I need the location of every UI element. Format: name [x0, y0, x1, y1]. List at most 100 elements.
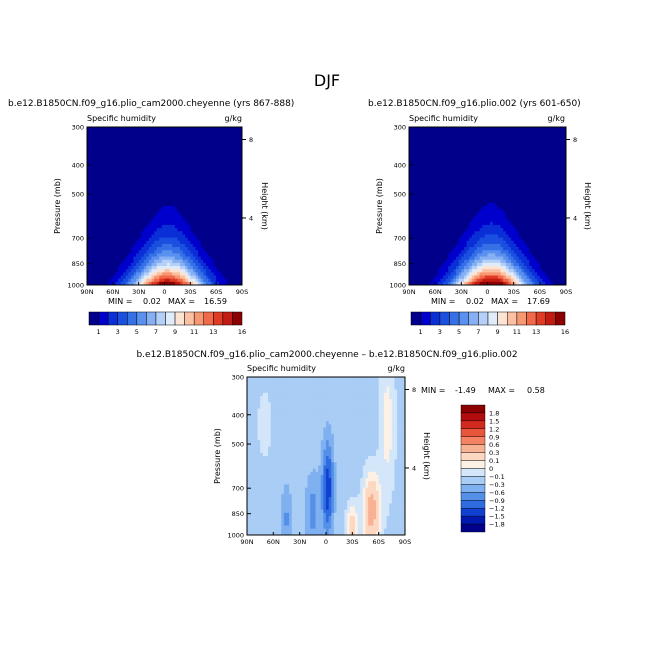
- contour-cell: [443, 143, 446, 147]
- contour-cell: [561, 152, 564, 156]
- contour-cell: [165, 162, 168, 166]
- contour-cell: [180, 155, 183, 159]
- contour-cell: [540, 136, 543, 140]
- contour-cell: [464, 178, 467, 182]
- contour-cell: [561, 184, 564, 188]
- contour-cell: [414, 130, 417, 134]
- contour-cell: [433, 190, 436, 194]
- contour-cell: [550, 146, 553, 150]
- contour-cell: [131, 269, 134, 273]
- contour-cell: [152, 238, 155, 242]
- contour-cell: [113, 228, 116, 232]
- contour-cell: [211, 263, 214, 267]
- contour-cell: [121, 263, 124, 267]
- contour-cell: [126, 215, 129, 219]
- contour-cell: [542, 143, 545, 147]
- contour-cell: [172, 269, 175, 273]
- contour-cell: [532, 219, 535, 223]
- contour-cell: [90, 200, 93, 204]
- contour-cell: [95, 219, 98, 223]
- contour-cell: [440, 155, 443, 159]
- contour-cell: [146, 136, 149, 140]
- contour-cell: [103, 269, 106, 273]
- contour-cell: [211, 244, 214, 248]
- contour-cell: [519, 187, 522, 191]
- contour-cell: [110, 159, 113, 163]
- contour-cell: [417, 187, 420, 191]
- contour-cell: [216, 152, 219, 156]
- contour-cell: [485, 206, 488, 210]
- contour-cell: [548, 146, 551, 150]
- contour-cell: [128, 200, 131, 204]
- contour-cell: [459, 225, 462, 229]
- contour-cell: [545, 152, 548, 156]
- contour-cell: [157, 146, 160, 150]
- contour-cell: [128, 247, 131, 251]
- contour-cell: [149, 136, 152, 140]
- contour-cell: [172, 178, 175, 182]
- contour-cell: [121, 171, 124, 175]
- contour-cell: [105, 212, 108, 216]
- contour-cell: [144, 212, 147, 216]
- contour-cell: [503, 130, 506, 134]
- contour-cell: [527, 190, 530, 194]
- contour-cell: [448, 136, 451, 140]
- contour-cell: [134, 209, 137, 213]
- contour-cell: [556, 168, 559, 172]
- contour-cell: [477, 178, 480, 182]
- contour-cell: [92, 222, 95, 226]
- contour-cell: [157, 222, 160, 226]
- contour-cell: [219, 260, 222, 264]
- contour-cell: [224, 247, 227, 251]
- contour-cell: [108, 197, 111, 201]
- contour-cell: [511, 149, 514, 153]
- contour-cell: [105, 159, 108, 163]
- contour-cell: [506, 203, 509, 207]
- contour-cell: [100, 257, 103, 261]
- contour-cell: [136, 260, 139, 264]
- contour-cell: [167, 143, 170, 147]
- contour-cell: [485, 162, 488, 166]
- contour-cell: [188, 136, 191, 140]
- contour-cell: [190, 253, 193, 257]
- contour-cell: [477, 130, 480, 134]
- contour-cell: [224, 241, 227, 245]
- contour-cell: [532, 187, 535, 191]
- contour-cell: [459, 130, 462, 134]
- contour-cell: [435, 219, 438, 223]
- contour-cell: [542, 149, 545, 153]
- contour-cell: [414, 222, 417, 226]
- contour-cell: [172, 159, 175, 163]
- contour-cell: [149, 190, 152, 194]
- contour-cell: [196, 136, 199, 140]
- contour-cell: [435, 200, 438, 204]
- contour-cell: [490, 190, 493, 194]
- contour-cell: [103, 184, 106, 188]
- contour-cell: [162, 136, 165, 140]
- contour-cell: [237, 181, 240, 185]
- contour-cell: [206, 209, 209, 213]
- contour-cell: [548, 171, 551, 175]
- contour-cell: [433, 178, 436, 182]
- contour-cell: [227, 212, 230, 216]
- contour-cell: [234, 200, 237, 204]
- contour-cell: [224, 238, 227, 242]
- contour-cell: [131, 143, 134, 147]
- contour-cell: [97, 149, 100, 153]
- contour-cell: [185, 212, 188, 216]
- contour-cell: [461, 168, 464, 172]
- contour-cell: [115, 155, 118, 159]
- contour-cell: [474, 143, 477, 147]
- contour-cell: [105, 178, 108, 182]
- contour-cell: [172, 250, 175, 254]
- contour-cell: [108, 266, 111, 270]
- contour-cell: [196, 263, 199, 267]
- contour-cell: [480, 165, 483, 169]
- contour-cell: [414, 146, 417, 150]
- contour-cell: [532, 165, 535, 169]
- contour-cell: [227, 149, 230, 153]
- contour-cell: [422, 228, 425, 232]
- contour-cell: [469, 140, 472, 144]
- contour-cell: [105, 215, 108, 219]
- contour-cell: [485, 222, 488, 226]
